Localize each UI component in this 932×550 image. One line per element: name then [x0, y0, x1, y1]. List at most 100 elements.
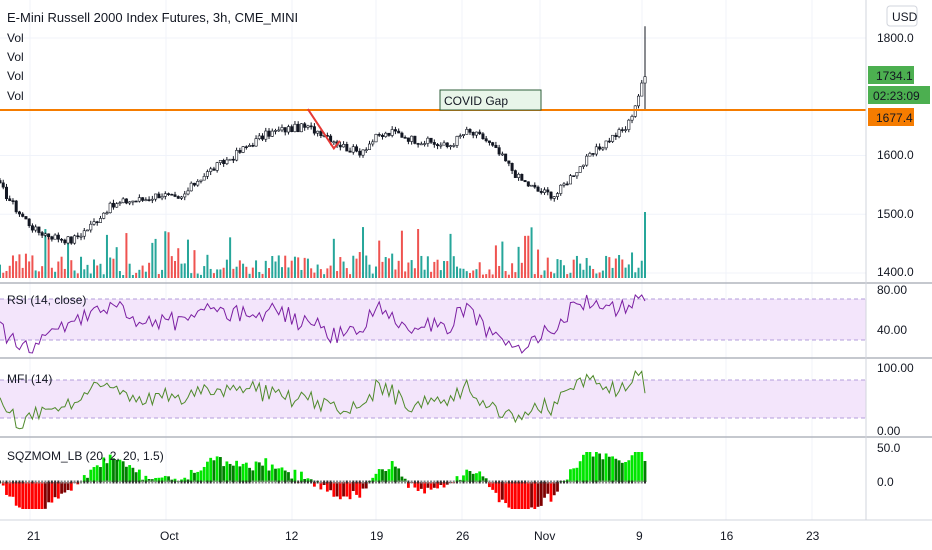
volume-bar [232, 268, 235, 278]
sqz-dot [271, 480, 274, 484]
volume-bar [154, 238, 157, 278]
sqz-dot [11, 480, 14, 484]
candle-body [196, 181, 200, 186]
sqz-dot [530, 480, 533, 484]
sqz-momentum-bar [348, 482, 352, 500]
sqz-dot [102, 480, 105, 484]
volume-bar [300, 269, 303, 278]
sqz-momentum-bar [63, 482, 67, 493]
candle-body [89, 223, 93, 231]
sqz-momentum-bar [86, 477, 89, 482]
sqz-dot [86, 480, 89, 484]
candle-body [24, 216, 28, 220]
sqz-momentum-bar [21, 482, 25, 509]
sqz-dot [404, 480, 407, 484]
sqz-momentum-bar [510, 482, 514, 509]
sqz-momentum-bar [219, 457, 222, 482]
volume-bar [384, 257, 387, 278]
sqz-momentum-bar [332, 482, 336, 497]
candle-body [150, 198, 154, 201]
volume-bar [258, 271, 261, 278]
volume-bar [540, 274, 543, 278]
candle-body [380, 134, 384, 137]
volume-bar [167, 232, 170, 278]
candle-body [286, 126, 290, 133]
candle-body [53, 234, 57, 240]
volume-bar [238, 260, 241, 278]
red-arrow-drawing[interactable] [307, 108, 341, 151]
volume-bar [183, 263, 186, 278]
sqz-momentum-bar [14, 482, 18, 506]
mfi-label: MFI (14) [7, 372, 52, 386]
countdown-badge [868, 86, 930, 104]
volume-bar [86, 264, 89, 278]
volume-bar [50, 267, 53, 278]
candle-body [274, 130, 278, 132]
sqz-dot [368, 480, 371, 484]
sqz-momentum-bar [118, 459, 122, 482]
volume-bar [161, 269, 164, 278]
sqz-momentum-bar [620, 462, 624, 482]
candle-body [27, 218, 31, 227]
volume-bar [76, 273, 79, 278]
sqz-momentum-bar [614, 458, 618, 482]
candle-body [575, 172, 579, 177]
candle-body [504, 153, 508, 162]
volume-bar [31, 255, 34, 278]
volume-bar [21, 267, 24, 278]
candle-body [568, 175, 572, 185]
volume-bar [478, 262, 481, 278]
candle-body [241, 146, 245, 153]
volume-bar [511, 263, 514, 278]
sqz-dot [89, 480, 92, 484]
candle-body [510, 163, 514, 171]
sqz-dot [115, 480, 118, 484]
volume-bar [631, 252, 634, 278]
rsi-label: RSI (14, close) [7, 293, 86, 307]
sqz-momentum-bar [300, 471, 303, 482]
sqz-dot [225, 480, 228, 484]
sqz-momentum-bar [248, 467, 251, 482]
currency-button[interactable] [886, 5, 918, 27]
volume-bar [368, 264, 371, 278]
sqz-momentum-bar [92, 467, 96, 482]
sqz-momentum-bar [397, 468, 401, 482]
candle-body [0, 180, 2, 184]
sqz-dot [329, 480, 332, 484]
sqz-dot [566, 480, 569, 484]
sqz-momentum-bar [69, 482, 73, 491]
covid-gap-label-box[interactable] [439, 89, 542, 111]
volume-bar [358, 252, 361, 278]
candle-body [637, 95, 641, 107]
sqz-dot [349, 480, 352, 484]
candle-body [387, 132, 391, 136]
sqz-dot [264, 480, 267, 484]
candle-body [390, 129, 394, 136]
volume-bar [222, 267, 225, 278]
volume-bar [592, 268, 595, 278]
sqz-dot [420, 480, 423, 484]
sqz-momentum-bar [530, 482, 533, 508]
volume-bar [530, 227, 533, 278]
candle-body [235, 150, 239, 161]
chart-settings-button[interactable] [896, 522, 932, 550]
candle-body [614, 134, 618, 137]
sqz-momentum-bar [630, 455, 634, 482]
sqz-dot [504, 480, 507, 484]
volume-bar [362, 227, 365, 278]
candle-body [170, 193, 174, 196]
sqz-momentum-bar [312, 482, 316, 487]
sqz-tick-50: 50.0 [877, 441, 901, 455]
sqz-momentum-bar [361, 482, 365, 489]
mfi-line [0, 370, 646, 430]
candle-body [186, 190, 190, 195]
sqz-momentum-bar [643, 461, 647, 482]
candle-body [69, 236, 73, 244]
sqz-momentum-bar [241, 463, 245, 482]
sqz-dot [193, 480, 196, 484]
sqz-momentum-bar [322, 482, 326, 486]
candle-body [131, 200, 135, 203]
sqz-momentum-bar [523, 482, 527, 509]
sqz-dot [0, 480, 1, 484]
